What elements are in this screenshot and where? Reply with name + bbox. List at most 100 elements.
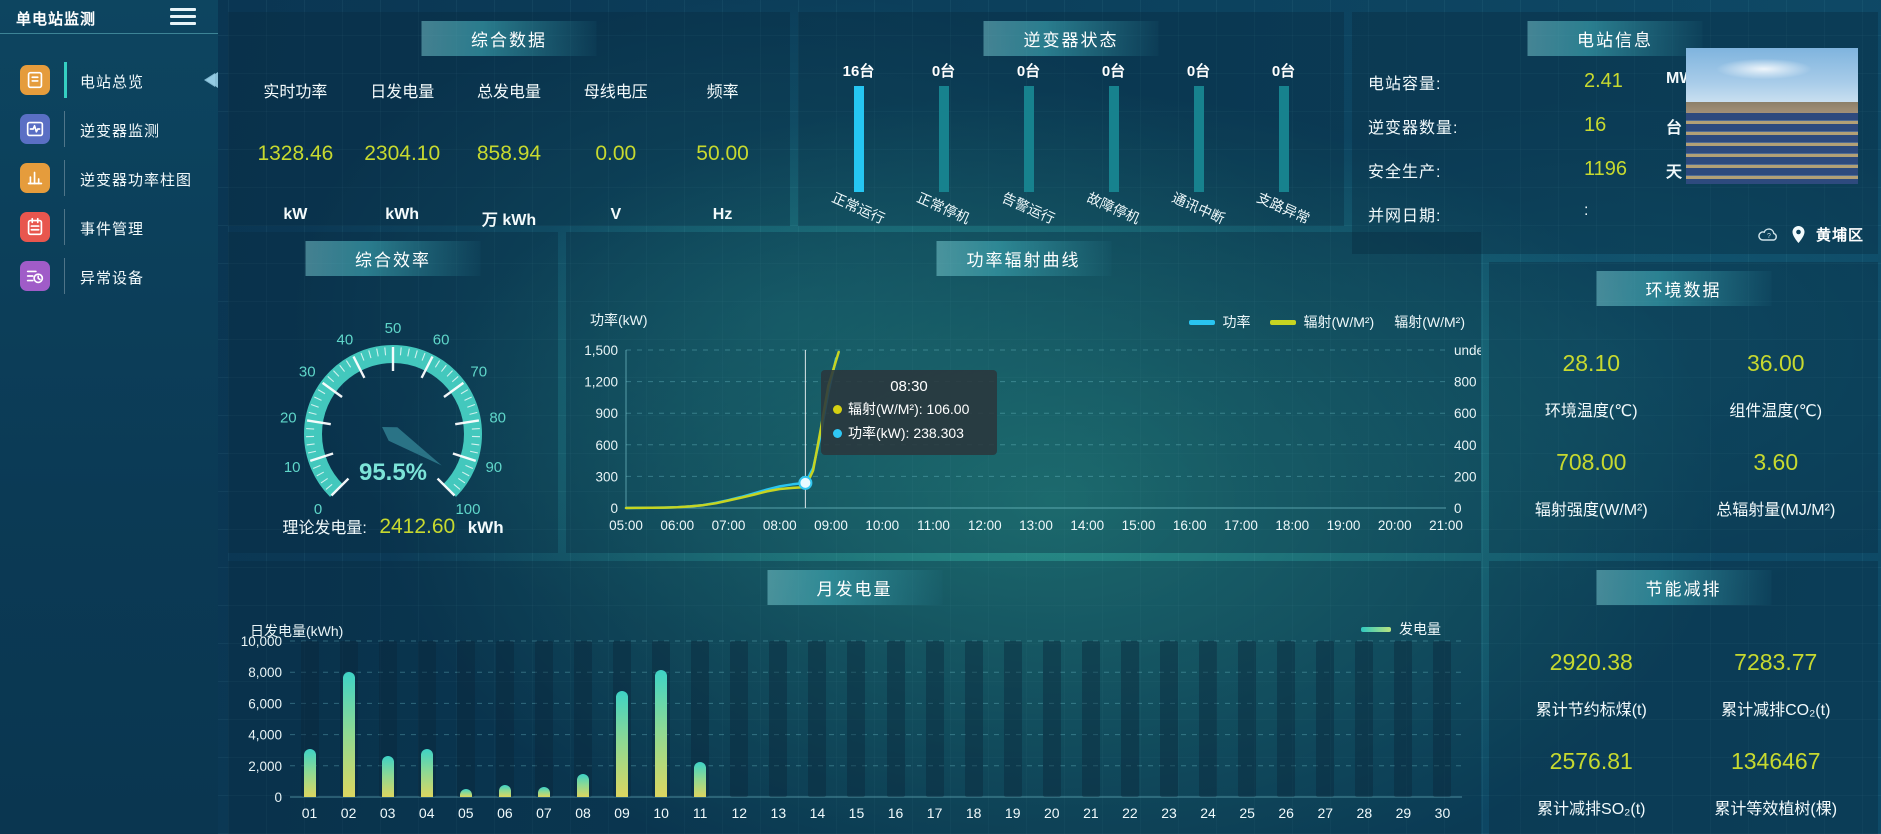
- panel-monthly-generation: 月发电量 日发电量(kWh) 发电量 0 2,000 4,000 6,000 8,000…: [228, 561, 1481, 834]
- theoretical-generation: 理论发电量: 2412.60 kWh: [228, 514, 558, 539]
- svg-text:undefined: undefined: [1454, 343, 1481, 358]
- theory-unit: kWh: [467, 518, 504, 537]
- legend-label: 辐射(W/M²): [1303, 314, 1375, 330]
- abnormal-devices-icon: [20, 261, 50, 291]
- menu-toggle-icon[interactable]: [170, 8, 196, 29]
- svg-text:50: 50: [385, 320, 402, 337]
- panel-title-environment: 环境数据: [1596, 271, 1771, 306]
- day-tick-label: 27: [1317, 805, 1334, 821]
- sidebar-item-abnormal-devices[interactable]: 异常设备: [0, 256, 218, 296]
- inverter-status-column[interactable]: 0台 通讯中断: [1156, 56, 1241, 227]
- efficiency-gauge[interactable]: 0 10 20 30 40 50 60 70 80 90 100 95.5%: [228, 262, 558, 518]
- generation-bar[interactable]: [655, 669, 668, 797]
- legend-swatch: [1270, 319, 1297, 325]
- station-row-value: 2.41: [1584, 70, 1623, 92]
- svg-text:80: 80: [489, 409, 506, 426]
- svg-text:?: ?: [1767, 233, 1771, 240]
- svg-text:8,000: 8,000: [248, 665, 282, 680]
- energy-saving-value: 7283.77: [1734, 649, 1818, 675]
- day-tick-label: 02: [340, 805, 357, 821]
- legend-item[interactable]: 辐射(W/M²): [1270, 312, 1374, 332]
- station-row-label: 逆变器数量:: [1368, 120, 1459, 137]
- day-tick-label: 19: [1004, 805, 1021, 821]
- tooltip-value: 辐射(W/M²): 106.00: [848, 401, 970, 417]
- bar-background: [1199, 641, 1218, 797]
- bar-background: [1042, 641, 1061, 797]
- sidebar-header: 单电站监测: [0, 0, 218, 34]
- sidebar-item-power-bars[interactable]: 逆变器功率柱图: [0, 158, 218, 198]
- sidebar-item-overview[interactable]: 电站总览: [0, 60, 218, 100]
- generation-bar[interactable]: [498, 785, 511, 797]
- tooltip-time: 08:30: [890, 378, 928, 395]
- generation-bar[interactable]: [459, 789, 472, 797]
- generation-bar[interactable]: [381, 755, 394, 797]
- tooltip-row: 辐射(W/M²): 106.00: [833, 399, 985, 419]
- inverter-bar: [1023, 86, 1034, 192]
- legend-item[interactable]: 功率: [1189, 312, 1250, 332]
- bar-background: [1316, 641, 1335, 797]
- generation-bar[interactable]: [342, 672, 355, 797]
- generation-bar[interactable]: [537, 787, 550, 797]
- inverter-status-column[interactable]: 16台 正常运行: [816, 56, 901, 227]
- power-radiation-chart[interactable]: 0 0 300 200 600 400 900 600 1,200 800 1,500 undefin…: [566, 232, 1513, 553]
- svg-text:600: 600: [1454, 406, 1477, 421]
- monthly-legend[interactable]: 发电量: [1361, 619, 1441, 639]
- inverter-status-column[interactable]: 0台 支路异常: [1241, 56, 1326, 227]
- sidebar-item-divider: [64, 258, 65, 294]
- svg-text:1,500: 1,500: [584, 343, 618, 358]
- inverter-status-column[interactable]: 0台 告警运行: [986, 56, 1071, 227]
- sidebar-item-events[interactable]: 事件管理: [0, 207, 218, 247]
- svg-text:900: 900: [595, 406, 618, 421]
- panel-efficiency: 综合效率 0 10 20 30 40 50 60 70 80 90 100 95.5% 理论发电量: …: [228, 232, 558, 553]
- bar-background: [886, 641, 905, 797]
- legend-label: 发电量: [1399, 621, 1441, 637]
- metric-unit: kWh: [385, 206, 420, 223]
- generation-bar[interactable]: [577, 774, 589, 797]
- sidebar-collapse-arrow[interactable]: [206, 72, 218, 88]
- sidebar-item-divider: [64, 160, 65, 196]
- inverter-bar: [1278, 86, 1289, 192]
- day-tick-label: 22: [1122, 805, 1138, 821]
- generation-bar[interactable]: [303, 748, 316, 797]
- overview-icon: [20, 65, 50, 95]
- sidebar-item-label: 逆变器功率柱图: [80, 172, 193, 189]
- inverter-status-chart[interactable]: 16台 正常运行 0台 正常停机 0台 告警运行 0台 故障停机 0台 通讯中断 0台 支路异常: [816, 56, 1326, 227]
- panel-station-info: 电站信息 电站容量: 2.41 MW 逆变器数量: 16 台安全生产: 1196 天并网日期:…: [1352, 12, 1878, 254]
- generation-bar[interactable]: [616, 690, 629, 797]
- svg-text:100: 100: [455, 501, 480, 514]
- summary-metric: 日发电量 2304.10 kWh: [349, 64, 456, 223]
- location-row: ? 黄埔区: [1757, 224, 1864, 245]
- sidebar-item-label: 电站总览: [80, 74, 145, 91]
- generation-bar[interactable]: [694, 761, 707, 797]
- monthly-generation-chart[interactable]: 0 2,000 4,000 6,000 8,000 10,000 01 02 03 04 05 06 0…: [228, 561, 1481, 834]
- svg-text:17:00: 17:00: [1224, 518, 1258, 533]
- svg-text:12:00: 12:00: [968, 518, 1002, 533]
- panel-title-summary: 综合数据: [421, 21, 597, 56]
- station-info-row: 并网日期::: [1368, 202, 1698, 228]
- day-tick-label: 23: [1161, 805, 1177, 821]
- day-tick-label: 07: [536, 805, 552, 821]
- energy-saving-label: 累计等效植树(棵): [1714, 801, 1838, 818]
- bar-background: [1433, 641, 1452, 797]
- svg-text:10: 10: [284, 459, 301, 476]
- generation-bar[interactable]: [420, 749, 433, 797]
- energy-saving-value: 2920.38: [1549, 649, 1633, 675]
- inverter-status-column[interactable]: 0台 正常停机: [901, 56, 986, 227]
- legend-label: 功率: [1222, 314, 1251, 330]
- summary-metrics: 实时功率 1328.46 kW 日发电量 2304.10 kWh 总发电量 858.94 万 k…: [242, 64, 776, 229]
- bar-background: [808, 641, 827, 797]
- svg-text:05:00: 05:00: [609, 518, 643, 533]
- inverter-status-column[interactable]: 0台 故障停机: [1071, 56, 1156, 227]
- day-tick-label: 24: [1200, 805, 1216, 821]
- bar-background: [964, 641, 983, 797]
- svg-text:30: 30: [299, 364, 316, 381]
- energy-saving-label: 累计节约标煤(t): [1535, 702, 1647, 719]
- day-tick-label: 29: [1395, 805, 1412, 821]
- svg-text:08:00: 08:00: [763, 518, 797, 533]
- sidebar: 单电站监测 电站总览逆变器监测逆变器功率柱图事件管理异常设备: [0, 0, 218, 834]
- summary-metric: 频率 50.00 Hz: [669, 64, 776, 223]
- inverter-bar: [1193, 86, 1204, 192]
- sidebar-item-inverter-monitor[interactable]: 逆变器监测: [0, 109, 218, 149]
- environment-cell: 3.60 总辐射量(MJ/M²): [1684, 421, 1869, 520]
